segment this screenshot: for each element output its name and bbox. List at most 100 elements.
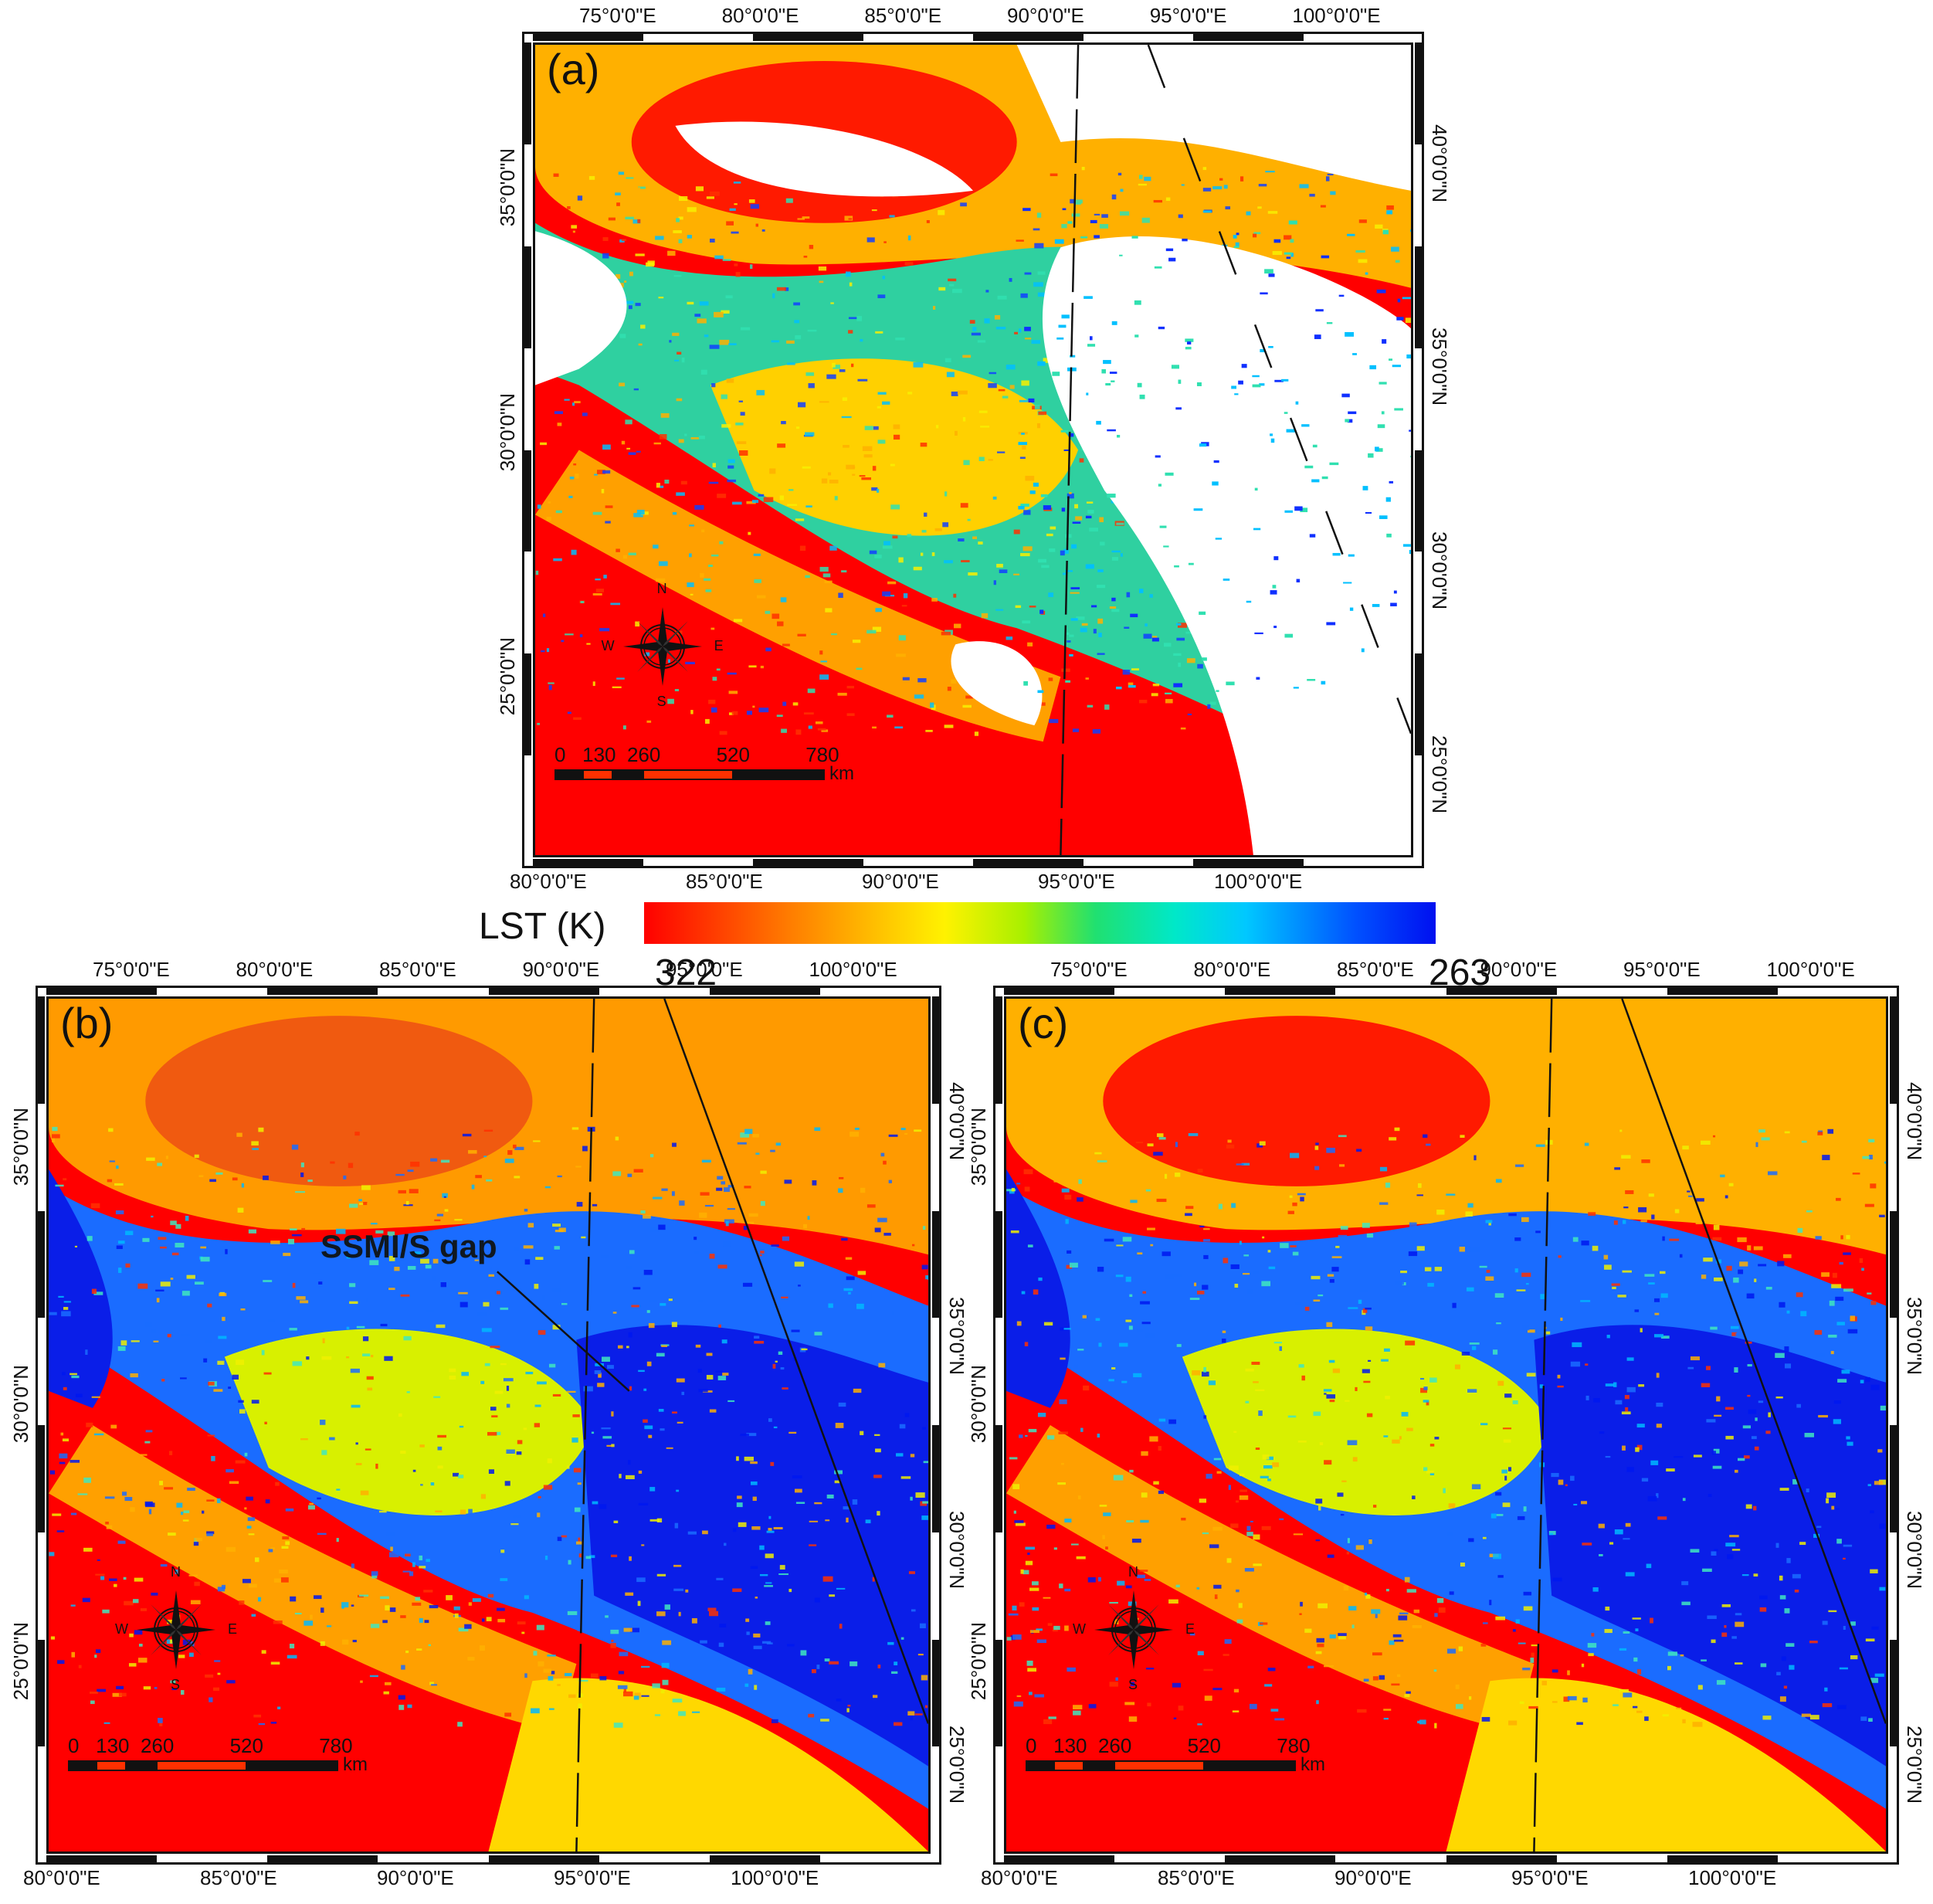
graticule-segment <box>995 996 1002 1104</box>
lat-label-right: 30°0'0"N <box>1902 1511 1926 1589</box>
scale-segment <box>1026 1760 1053 1771</box>
lat-label-left: 25°0'0"N <box>496 637 520 715</box>
lon-label-bottom: 80°0'0"E <box>510 870 587 894</box>
graticule-segment <box>1890 1640 1897 1747</box>
legend-min-label: 263 <box>1429 952 1490 994</box>
graticule-segment <box>973 33 1083 41</box>
graticule-segment <box>524 42 531 144</box>
compass-w: W <box>115 1621 128 1638</box>
graticule-segment <box>533 33 643 41</box>
north-arrow-icon <box>612 596 713 697</box>
lat-label-right: 40°0'0"N <box>1427 124 1451 202</box>
graticule-segment <box>37 1211 45 1319</box>
scale-segment <box>96 1760 127 1771</box>
graticule-segment <box>1890 996 1897 1104</box>
scale-segment <box>156 1760 247 1771</box>
graticule-segment <box>753 859 863 867</box>
lon-label-bottom: 95°0'0"E <box>1038 870 1115 894</box>
graticule-segment <box>753 33 863 41</box>
graticule-segment <box>973 859 1083 867</box>
lat-label-right: 25°0'0"N <box>944 1726 968 1804</box>
graticule-segment <box>710 1855 820 1863</box>
compass-s: S <box>657 694 666 710</box>
compass-e: E <box>1185 1621 1195 1638</box>
scale-ticks: 0 130 260 520 780 <box>68 1734 353 1758</box>
lat-label-left: 30°0'0"N <box>967 1365 991 1443</box>
lon-label-bottom: 100°0'0"E <box>1688 1866 1776 1890</box>
scale-ticks: 0 130 260 520 780 <box>554 743 839 767</box>
graticule-segment <box>37 1640 45 1747</box>
graticule-segment <box>932 1425 940 1532</box>
graticule-segment <box>1415 450 1423 552</box>
scale-segment <box>582 769 613 780</box>
lon-label-top: 95°0'0"E <box>1150 4 1227 28</box>
lat-label-left: 35°0'0"N <box>496 148 520 226</box>
graticule-segment <box>524 246 531 348</box>
compass-s: S <box>171 1677 180 1693</box>
graticule-segment <box>995 1640 1002 1747</box>
lon-label-top: 100°0'0"E <box>1766 958 1854 982</box>
graticule-segment <box>1446 1855 1557 1863</box>
scale-segment <box>613 769 643 780</box>
scale-segment <box>734 769 825 780</box>
lat-label-left: 25°0'0"N <box>9 1622 33 1700</box>
lon-label-top: 90°0'0"E <box>1007 4 1084 28</box>
graticule-segment <box>1667 1855 1778 1863</box>
lst-map <box>1004 996 1888 1854</box>
lat-label-right: 30°0'0"N <box>1427 531 1451 609</box>
lat-label-left: 35°0'0"N <box>967 1108 991 1186</box>
lat-label-right: 35°0'0"N <box>944 1297 968 1375</box>
graticule-segment <box>489 987 599 995</box>
lon-label-bottom: 85°0'0"E <box>200 1866 277 1890</box>
graticule-segment <box>932 1640 940 1747</box>
lon-label-bottom: 100°0'0"E <box>1214 870 1302 894</box>
graticule-segment <box>1004 1855 1114 1863</box>
lon-label-top: 75°0'0"E <box>579 4 656 28</box>
lon-label-top: 95°0'0"E <box>1623 958 1701 982</box>
lon-label-bottom: 90°0'0"E <box>1334 1866 1412 1890</box>
lon-label-top: 75°0'0"E <box>93 958 170 982</box>
graticule-segment <box>1415 653 1423 755</box>
scale-segment <box>68 1760 96 1771</box>
lst-legend: LST (K) 322 263 <box>479 896 1475 981</box>
compass-s: S <box>1128 1677 1138 1693</box>
graticule-segment <box>995 1425 1002 1532</box>
north-arrow-icon <box>126 1580 226 1680</box>
lat-label-right: 40°0'0"N <box>944 1082 968 1160</box>
graticule-segment <box>1415 42 1423 144</box>
graticule-segment <box>1193 33 1304 41</box>
scale-segment <box>1114 1760 1205 1771</box>
legend-max-label: 322 <box>655 952 717 994</box>
lon-label-bottom: 95°0'0"E <box>554 1866 631 1890</box>
compass-n: N <box>1128 1564 1138 1580</box>
lon-label-bottom: 80°0'0"E <box>981 1866 1058 1890</box>
scale-segment <box>247 1760 338 1771</box>
graticule-segment <box>1225 1855 1335 1863</box>
lst-map <box>46 996 931 1854</box>
lat-label-left: 30°0'0"N <box>496 393 520 471</box>
graticule-segment <box>267 987 378 995</box>
panel-label: (a) <box>547 44 599 94</box>
lon-label-bottom: 80°0'0"E <box>23 1866 100 1890</box>
scale-segment <box>643 769 734 780</box>
graticule-segment <box>710 987 820 995</box>
graticule-segment <box>37 1425 45 1532</box>
graticule-segment <box>489 1855 599 1863</box>
lat-label-right: 25°0'0"N <box>1427 735 1451 813</box>
lon-label-bottom: 95°0'0"E <box>1511 1866 1589 1890</box>
lat-label-right: 25°0'0"N <box>1902 1726 1926 1804</box>
compass-e: E <box>228 1621 237 1638</box>
panel-label: (b) <box>60 998 113 1048</box>
graticule-segment <box>267 1855 378 1863</box>
legend-title: LST (K) <box>479 905 605 948</box>
graticule-segment <box>1890 1211 1897 1319</box>
lon-label-top: 90°0'0"E <box>1480 958 1557 982</box>
graticule-segment <box>524 653 531 755</box>
graticule-segment <box>1667 987 1778 995</box>
compass-n: N <box>657 581 667 597</box>
graticule-segment <box>46 1855 157 1863</box>
panel-label: (c) <box>1018 998 1068 1048</box>
lat-label-left: 25°0'0"N <box>967 1622 991 1700</box>
